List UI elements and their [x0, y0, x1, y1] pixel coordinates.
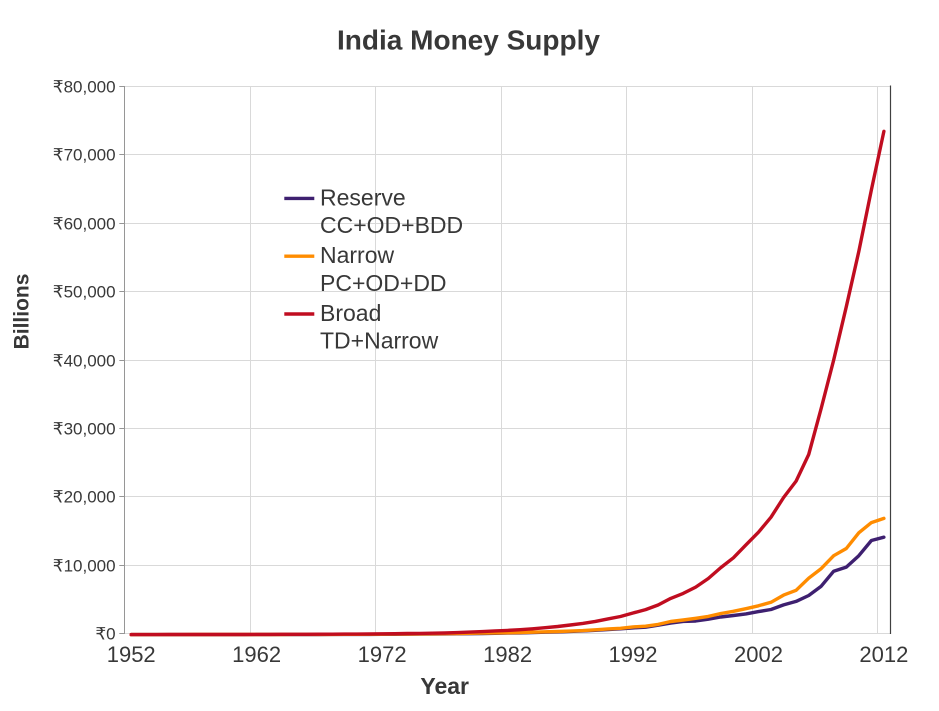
svg-text:2012: 2012 — [859, 642, 908, 667]
svg-text:PC+OD+DD: PC+OD+DD — [320, 270, 447, 296]
svg-text:₹80,000: ₹80,000 — [53, 78, 116, 97]
svg-text:₹40,000: ₹40,000 — [53, 352, 116, 371]
svg-text:1992: 1992 — [609, 642, 658, 667]
svg-text:₹0: ₹0 — [95, 625, 115, 644]
svg-text:₹10,000: ₹10,000 — [53, 557, 116, 576]
svg-text:₹60,000: ₹60,000 — [53, 215, 116, 234]
svg-text:TD+Narrow: TD+Narrow — [320, 328, 439, 354]
svg-text:1972: 1972 — [358, 642, 407, 667]
svg-text:2002: 2002 — [734, 642, 783, 667]
svg-text:Broad: Broad — [320, 300, 381, 326]
svg-text:Billions: Billions — [11, 274, 34, 350]
svg-text:1982: 1982 — [483, 642, 532, 667]
svg-text:1952: 1952 — [107, 642, 156, 667]
svg-text:₹50,000: ₹50,000 — [53, 283, 116, 302]
svg-text:Year: Year — [420, 673, 469, 699]
svg-text:1962: 1962 — [232, 642, 281, 667]
svg-text:India Money Supply: India Money Supply — [337, 25, 600, 56]
svg-text:Reserve: Reserve — [320, 184, 406, 210]
svg-text:₹70,000: ₹70,000 — [53, 146, 116, 165]
svg-text:CC+OD+BDD: CC+OD+BDD — [320, 212, 463, 238]
svg-text:Narrow: Narrow — [320, 242, 395, 268]
svg-text:₹20,000: ₹20,000 — [53, 488, 116, 507]
svg-text:₹30,000: ₹30,000 — [53, 420, 116, 439]
